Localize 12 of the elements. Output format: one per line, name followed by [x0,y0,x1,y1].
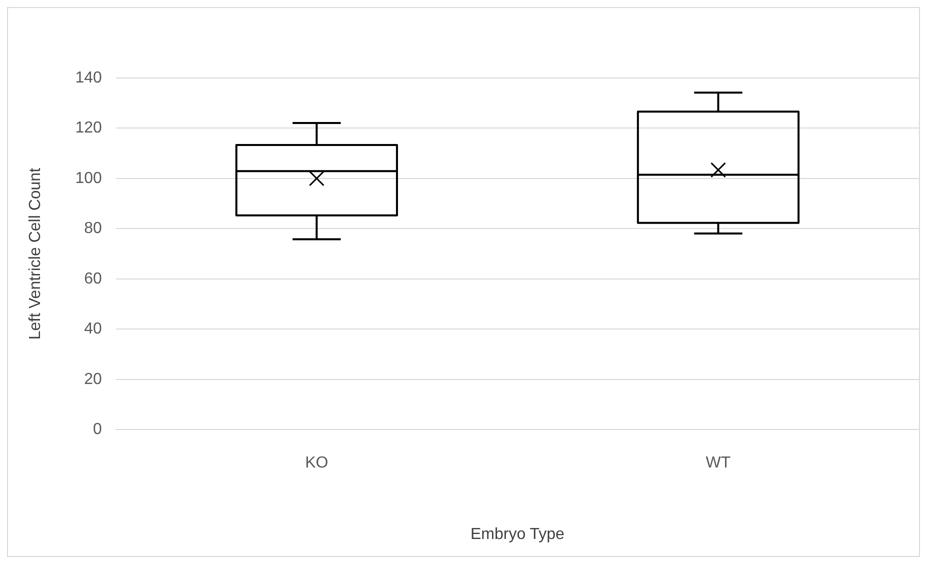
y-axis-title: Left Ventricle Cell Count [27,167,44,340]
y-tick-label: 40 [84,320,102,338]
y-tick-label: 20 [84,370,102,388]
x-tick-label: KO [305,454,328,472]
y-tick-label: 100 [75,170,102,187]
x-tick-label: WT [706,454,731,472]
y-tick-label: 120 [75,120,102,137]
y-tick-label: 60 [84,270,102,288]
y-tick-label: 0 [92,421,102,438]
y-tick-label: 80 [84,220,102,238]
y-tick-label: 140 [75,69,102,86]
x-axis-title: Embryo Type [470,526,565,543]
